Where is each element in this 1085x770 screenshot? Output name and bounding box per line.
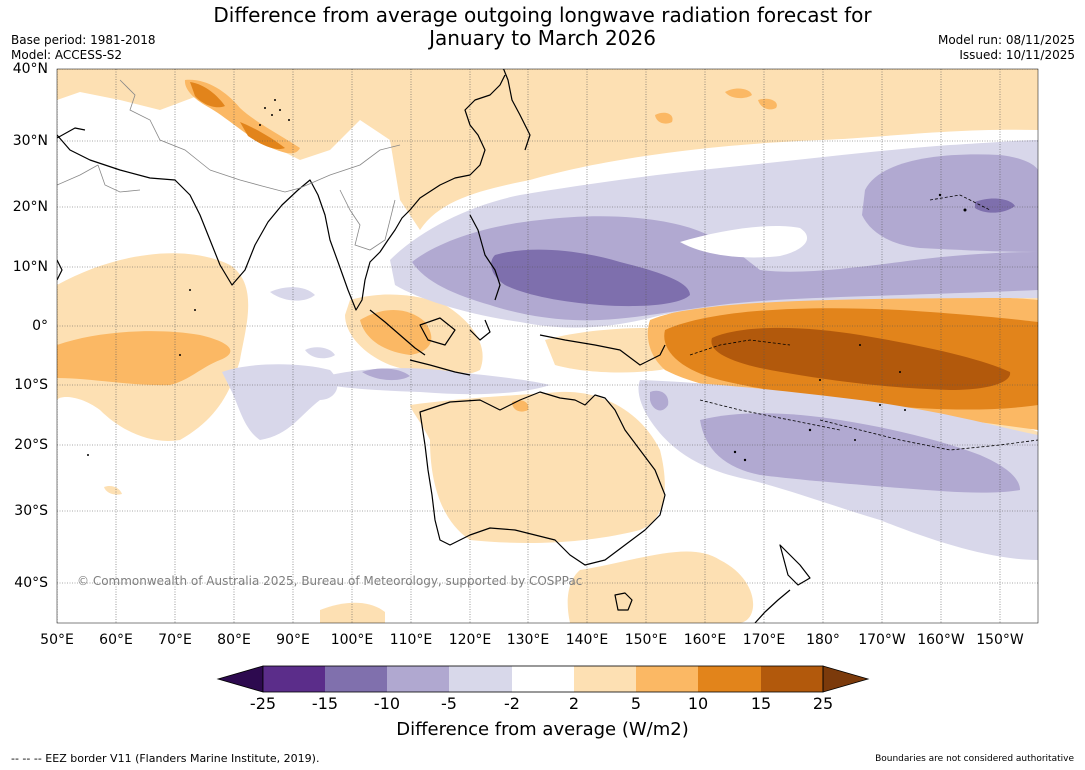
lon-label: 130°E bbox=[506, 632, 550, 648]
model-text: Model: ACCESS-S2 bbox=[11, 48, 123, 62]
australia-coastline bbox=[419, 391, 666, 566]
arabia-coast bbox=[57, 127, 86, 139]
lon-label: 60°E bbox=[99, 632, 133, 648]
model-run-text: Model run: 08/11/2025 bbox=[937, 33, 1075, 47]
lon-label: 120°E bbox=[448, 632, 492, 648]
map-area bbox=[57, 69, 1038, 623]
lat-label: 30°N bbox=[12, 133, 48, 149]
sumatra-coastline bbox=[369, 309, 426, 356]
java-coastline bbox=[409, 359, 471, 376]
colorbar-swatch bbox=[263, 666, 325, 692]
colorbar-frame bbox=[262, 665, 824, 693]
colorbar-swatch bbox=[761, 666, 823, 692]
lat-label: 30°S bbox=[14, 503, 48, 519]
lon-label: 90°E bbox=[276, 632, 310, 648]
new-zealand-north-coastline bbox=[779, 544, 811, 586]
sulawesi-coastline bbox=[469, 319, 491, 341]
colorbar-low-extend bbox=[216, 665, 264, 693]
lon-label: 100°E bbox=[330, 632, 374, 648]
colorbar-swatch bbox=[636, 666, 698, 692]
colorbar-tick-label: -2 bbox=[504, 694, 520, 713]
lon-label: 170°W bbox=[858, 632, 906, 648]
colorbar-tick-label: 10 bbox=[687, 694, 709, 713]
new-guinea-coastline bbox=[539, 334, 666, 366]
title-line-1: Difference from average outgoing longwav… bbox=[213, 3, 872, 27]
copyright-notice: © Commonwealth of Australia 2025, Bureau… bbox=[77, 574, 583, 588]
japan-coastline bbox=[502, 69, 531, 151]
title-line-2: January to March 2026 bbox=[429, 26, 656, 50]
colorbar-tick-label: -15 bbox=[311, 694, 339, 713]
colorbar-high-extend bbox=[822, 665, 870, 693]
new-zealand-south-coastline bbox=[754, 589, 791, 623]
lon-label: 140°E bbox=[565, 632, 609, 648]
anomaly-strong-negative bbox=[491, 198, 1015, 307]
philippines-coastline bbox=[469, 214, 501, 301]
borneo-coastline bbox=[419, 317, 456, 346]
map-frame bbox=[56, 68, 1039, 624]
graticule bbox=[57, 69, 1038, 623]
lon-label: 80°E bbox=[217, 632, 251, 648]
base-period-text: Base period: 1981-2018 bbox=[11, 33, 156, 47]
lat-label: 40°N bbox=[12, 61, 48, 77]
lon-label: 150°W bbox=[976, 632, 1024, 648]
lon-label: 160°E bbox=[683, 632, 727, 648]
colorbar-swatch bbox=[574, 666, 636, 692]
lon-label: 50°E bbox=[40, 632, 74, 648]
boundaries-note: Boundaries are not considered authoritat… bbox=[875, 754, 1074, 764]
issued-text: Issued: 10/11/2025 bbox=[959, 48, 1075, 62]
colorbar-tick-label: 15 bbox=[750, 694, 772, 713]
lat-label: 40°S bbox=[14, 575, 48, 591]
coastlines bbox=[57, 69, 811, 623]
asia-coastline bbox=[57, 74, 506, 311]
colorbar-tick-label: -10 bbox=[373, 694, 401, 713]
lat-label: 20°S bbox=[14, 437, 48, 453]
lon-label: 110°E bbox=[389, 632, 433, 648]
country-borders bbox=[57, 79, 401, 251]
colorbar-swatch bbox=[325, 666, 387, 692]
lon-label: 180° bbox=[806, 632, 840, 648]
colorbar-tick-label: -25 bbox=[249, 694, 277, 713]
colorbar bbox=[216, 665, 870, 693]
colorbar-tick-label: 25 bbox=[812, 694, 834, 713]
anomaly-very-strong-positive bbox=[711, 327, 1011, 390]
near-average-area bbox=[680, 225, 808, 258]
lat-label: 10°S bbox=[14, 377, 48, 393]
colorbar-title: Difference from average (W/m2) bbox=[396, 719, 689, 740]
lon-label: 150°E bbox=[624, 632, 668, 648]
tasmania-coastline bbox=[614, 592, 633, 611]
colorbar-tick-label: 2 bbox=[568, 694, 580, 713]
colorbar-swatch bbox=[512, 666, 574, 692]
run-info: Model run: 08/11/2025 Issued: 10/11/2025 bbox=[938, 33, 1075, 63]
lat-label: 20°N bbox=[12, 199, 48, 215]
colorbar-swatch bbox=[449, 666, 512, 692]
lat-label: 10°N bbox=[12, 259, 48, 275]
model-info: Base period: 1981-2018 Model: ACCESS-S2 bbox=[11, 33, 156, 63]
colorbar-tick-label: 5 bbox=[630, 694, 642, 713]
anomaly-moderate-negative bbox=[362, 154, 1038, 493]
africa-coast bbox=[57, 259, 63, 281]
colorbar-swatch bbox=[698, 666, 761, 692]
eez-borders bbox=[689, 194, 1038, 451]
lon-label: 160°W bbox=[917, 632, 965, 648]
colorbar-tick-label: -5 bbox=[441, 694, 457, 713]
lon-label: 170°E bbox=[742, 632, 786, 648]
lon-label: 70°E bbox=[158, 632, 192, 648]
map-title: Difference from average outgoing longwav… bbox=[0, 4, 1085, 50]
colorbar-swatch bbox=[387, 666, 449, 692]
eez-note: -- -- -- EEZ border V11 (Flanders Marine… bbox=[11, 752, 320, 765]
lat-label: 0° bbox=[32, 318, 48, 334]
islands bbox=[87, 99, 967, 462]
